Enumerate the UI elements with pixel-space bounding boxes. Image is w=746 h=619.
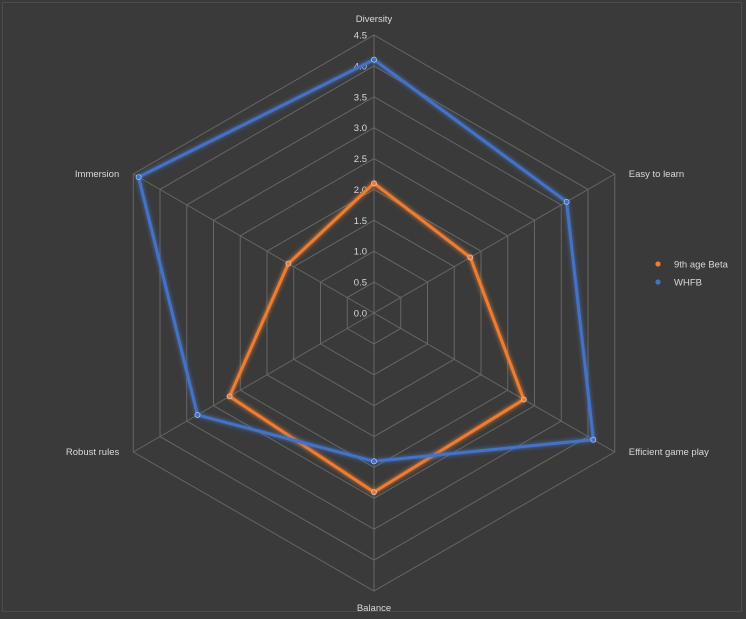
legend-marker bbox=[655, 279, 661, 285]
category-label: Balance bbox=[357, 603, 391, 614]
grid-layer bbox=[132, 34, 616, 592]
data-point bbox=[371, 180, 377, 187]
data-point bbox=[371, 489, 377, 496]
series-line bbox=[228, 181, 526, 494]
legend-label: WHFB bbox=[674, 278, 702, 289]
tick-label: 2.0 bbox=[354, 185, 367, 196]
category-label: Immersion bbox=[75, 169, 119, 180]
data-point bbox=[371, 458, 377, 465]
data-point bbox=[467, 254, 474, 261]
axis-spoke bbox=[373, 312, 616, 453]
data-point bbox=[194, 412, 201, 418]
tick-label: 1.0 bbox=[354, 247, 367, 258]
tick-label: 3.5 bbox=[354, 92, 367, 103]
axis-spoke bbox=[373, 173, 616, 314]
tick-label: 0.0 bbox=[354, 309, 367, 320]
category-label: Easy to learn bbox=[629, 169, 684, 180]
data-point bbox=[226, 393, 233, 400]
category-label: Robust rules bbox=[66, 447, 120, 458]
data-point bbox=[590, 436, 597, 443]
category-label: Diversity bbox=[356, 14, 393, 25]
data-point bbox=[285, 260, 292, 267]
axis-spoke bbox=[132, 312, 375, 453]
radar-chart: 0.00.51.01.52.02.53.03.54.04.5 Diversity… bbox=[66, 14, 729, 614]
legend-label: 9th age Beta bbox=[674, 260, 729, 271]
tick-label: 2.5 bbox=[354, 154, 367, 165]
category-label-layer: Diversity Easy to learn Efficient game pla… bbox=[66, 14, 709, 614]
series-layer bbox=[135, 56, 597, 496]
axis-spoke bbox=[132, 173, 375, 314]
data-point bbox=[135, 174, 142, 180]
tick-label: 3.0 bbox=[354, 123, 367, 134]
tick-label: 0.5 bbox=[354, 278, 367, 289]
data-point bbox=[371, 56, 377, 63]
tick-label: 4.5 bbox=[354, 31, 367, 42]
data-point bbox=[520, 396, 527, 403]
tick-label: 1.5 bbox=[354, 216, 367, 227]
data-point bbox=[563, 198, 570, 205]
legend-marker bbox=[655, 261, 661, 267]
category-label: Efficient game play bbox=[629, 447, 709, 458]
legend: 9th age Beta WHFB bbox=[646, 260, 729, 289]
